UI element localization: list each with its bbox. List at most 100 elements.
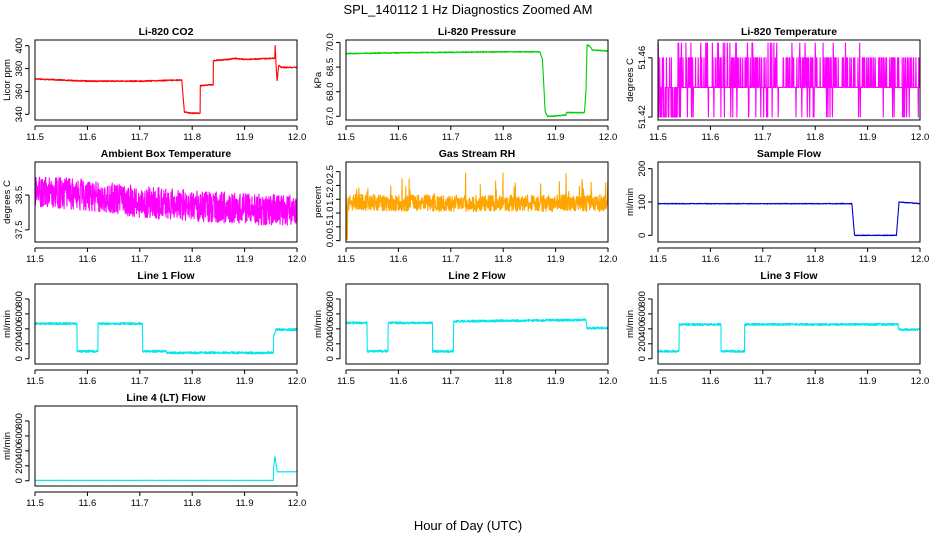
x-tick-label: 11.8 [806, 254, 824, 265]
series-line [345, 172, 609, 240]
x-tick-label: 11.8 [494, 132, 512, 143]
x-tick-label: 11.8 [183, 132, 201, 143]
series-line [657, 322, 921, 353]
y-tick-label: 0.0 [325, 234, 336, 247]
y-tick-label: 1.0 [325, 206, 336, 219]
plot-frame [34, 283, 298, 365]
y-tick-label: 800 [14, 291, 25, 307]
series-line [345, 44, 609, 118]
x-tick-label: 11.9 [547, 376, 565, 387]
y-tick-label: 1.5 [325, 193, 336, 206]
panel-title: Line 2 Flow [448, 270, 506, 282]
y-axis-label: percent [313, 186, 324, 218]
panel-title: Sample Flow [757, 148, 822, 160]
y-axis-label: kPa [313, 71, 324, 88]
plot-frame [345, 161, 609, 243]
x-tick-label: 11.8 [494, 376, 512, 387]
y-tick-label: 51.42 [637, 105, 648, 129]
y-tick-label: 200 [14, 336, 25, 352]
panel-10: Line 4 (LT) Flow 11.5 11.6 11.7 11.8 11.9 12.0… [2, 392, 306, 509]
x-tick-label: 11.5 [26, 132, 44, 143]
x-tick-label: 11.7 [754, 376, 772, 387]
panel-2: Li-820 Pressure 11.5 11.6 11.7 11.8 11.9 12.0 6… [313, 26, 617, 143]
x-tick-label: 12.0 [288, 254, 307, 265]
panel-6: Sample Flow 11.5 11.6 11.7 11.8 11.9 12.0 0 100 2… [625, 148, 929, 265]
figure-title: SPL_140112 1 Hz Diagnostics Zoomed AM [343, 2, 592, 17]
series-line [657, 42, 921, 118]
y-tick-label: 400 [325, 321, 336, 337]
y-tick-label: 68.0 [325, 82, 336, 101]
y-tick-label: 200 [637, 336, 648, 352]
y-tick-label: 400 [14, 443, 25, 459]
x-tick-label: 11.6 [702, 132, 720, 143]
y-tick-label: 37.5 [14, 221, 25, 240]
y-tick-label: 340 [14, 106, 25, 122]
x-tick-label: 11.7 [442, 254, 460, 265]
plot-frame [657, 161, 921, 243]
x-tick-label: 11.7 [131, 376, 149, 387]
y-tick-label: 0 [325, 356, 336, 361]
x-tick-label: 11.5 [649, 132, 667, 143]
x-tick-label: 11.5 [26, 498, 44, 509]
y-tick-label: 0 [14, 356, 25, 361]
x-tick-label: 12.0 [288, 376, 307, 387]
panel-5: Gas Stream RH 11.5 11.6 11.7 11.8 11.9 12.0 0.0… [313, 148, 617, 265]
x-tick-label: 11.5 [649, 376, 667, 387]
y-tick-label: 380 [14, 61, 25, 77]
x-tick-label: 11.8 [806, 376, 824, 387]
x-tick-label: 11.7 [442, 376, 460, 387]
series-line [34, 321, 298, 355]
x-tick-label: 11.7 [754, 132, 772, 143]
x-tick-label: 11.6 [702, 254, 720, 265]
x-tick-label: 11.6 [79, 498, 97, 509]
x-tick-label: 11.6 [390, 132, 408, 143]
y-tick-label: 2.0 [325, 179, 336, 192]
x-tick-label: 12.0 [599, 376, 618, 387]
panel-8: Line 2 Flow 11.5 11.6 11.7 11.8 11.9 12.0 0 2004… [313, 270, 617, 387]
x-tick-label: 12.0 [599, 254, 618, 265]
x-tick-label: 12.0 [911, 254, 930, 265]
x-tick-label: 11.5 [337, 132, 355, 143]
x-tick-label: 11.9 [547, 132, 565, 143]
x-tick-label: 12.0 [911, 376, 930, 387]
x-tick-label: 11.5 [337, 254, 355, 265]
y-axis-label: ml/min [2, 310, 13, 338]
x-tick-label: 11.8 [183, 376, 201, 387]
plot-frame [345, 283, 609, 365]
y-tick-label: 200 [637, 161, 648, 177]
y-tick-label: 800 [637, 291, 648, 307]
x-tick-label: 11.7 [754, 254, 772, 265]
x-tick-label: 11.9 [236, 498, 254, 509]
y-tick-label: 2.5 [325, 165, 336, 178]
series-line [34, 456, 298, 482]
panel-title: Line 3 Flow [760, 270, 818, 282]
x-tick-label: 11.7 [442, 132, 460, 143]
y-axis-label: ml/min [625, 310, 636, 338]
x-tick-label: 11.9 [859, 376, 877, 387]
x-tick-label: 11.5 [649, 254, 667, 265]
x-tick-label: 11.6 [390, 254, 408, 265]
y-tick-label: 67.0 [325, 107, 336, 126]
panel-7: Line 1 Flow 11.5 11.6 11.7 11.8 11.9 12.0 0 2004… [2, 270, 306, 387]
x-tick-label: 11.9 [859, 254, 877, 265]
x-tick-label: 11.9 [236, 376, 254, 387]
figure-xlabel: Hour of Day (UTC) [414, 518, 522, 533]
series-line [34, 44, 298, 115]
y-tick-label: 600 [14, 306, 25, 322]
x-tick-label: 12.0 [599, 132, 618, 143]
y-tick-label: 400 [14, 321, 25, 337]
y-axis-label: degrees C [2, 180, 13, 224]
y-axis-label: ml/min [2, 432, 13, 460]
x-tick-label: 12.0 [288, 132, 307, 143]
plot-frame [657, 283, 921, 365]
y-tick-label: 51.46 [637, 46, 648, 70]
panel-title: Gas Stream RH [439, 148, 515, 160]
x-tick-label: 11.6 [79, 376, 97, 387]
x-tick-label: 11.7 [131, 254, 149, 265]
x-tick-label: 11.8 [183, 254, 201, 265]
y-tick-label: 600 [14, 428, 25, 444]
y-axis-label: Licor ppm [2, 59, 13, 101]
x-tick-label: 11.8 [806, 132, 824, 143]
y-tick-label: 400 [637, 321, 648, 337]
plot-frame [345, 39, 609, 121]
